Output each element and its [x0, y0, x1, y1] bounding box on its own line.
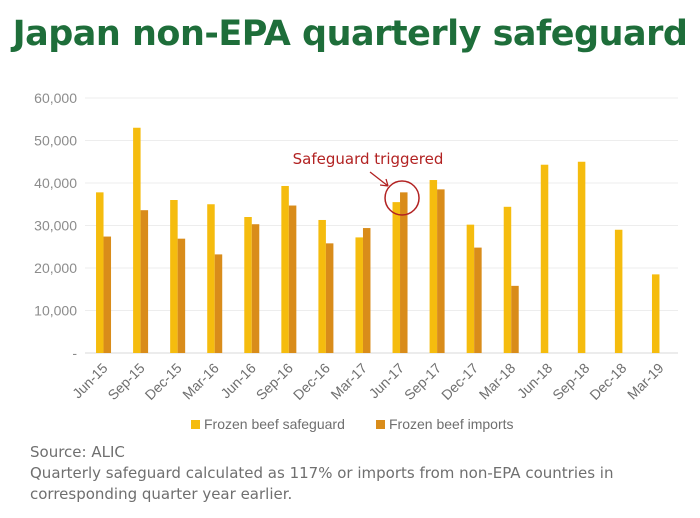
- bar-imports: [103, 236, 112, 353]
- method-note-line-1: Quarterly safeguard calculated as 117% o…: [30, 464, 614, 482]
- legend-label-safeguard: Frozen beef safeguard: [204, 416, 345, 432]
- legend-label-imports: Frozen beef imports: [389, 416, 514, 432]
- bar-imports: [214, 254, 223, 353]
- x-tick-label: Dec-15: [142, 360, 185, 403]
- bar-safeguard: [96, 192, 104, 353]
- bar-safeguard: [207, 204, 215, 353]
- bar-safeguard: [281, 185, 289, 353]
- x-tick-label: Sep-15: [104, 360, 147, 403]
- y-tick-label: -: [72, 345, 77, 361]
- x-tick-label: Dec-16: [290, 360, 333, 403]
- method-note-line-2: corresponding quarter year earlier.: [30, 485, 293, 503]
- x-tick-label: Jun-17: [366, 360, 408, 402]
- x-tick-label: Mar-17: [327, 360, 370, 403]
- bar-safeguard: [503, 206, 512, 353]
- x-tick-label: Mar-18: [476, 360, 519, 403]
- annotation: Safeguard triggered: [293, 150, 444, 216]
- y-axis-labels: - 10,000 20,000 30,000 40,000 50,000 60,000: [34, 90, 77, 361]
- y-tick-label: 40,000: [34, 175, 77, 191]
- bar-imports: [437, 189, 445, 353]
- x-tick-label: Dec-18: [586, 360, 629, 403]
- bar-safeguard: [392, 202, 401, 353]
- bar-safeguard: [429, 180, 438, 353]
- x-tick-label: Sep-18: [549, 360, 592, 403]
- x-tick-label: Dec-17: [438, 360, 481, 403]
- x-tick-label: Jun-15: [69, 360, 111, 402]
- bar-safeguard: [466, 224, 475, 353]
- bar-safeguard: [318, 219, 326, 353]
- bar-chart: - 10,000 20,000 30,000 40,000 50,000 60,000 Ju…: [34, 90, 678, 432]
- bar-imports: [251, 224, 260, 353]
- bar-imports: [177, 238, 186, 353]
- legend: Frozen beef safeguard Frozen beef import…: [191, 416, 514, 432]
- x-tick-label: Mar-19: [624, 360, 667, 403]
- bar-safeguard: [651, 274, 660, 353]
- x-axis-labels: Jun-15Sep-15Dec-15Mar-16Jun-16Sep-16Dec-…: [69, 360, 667, 403]
- bar-imports: [288, 205, 297, 353]
- bars: [96, 127, 660, 353]
- bar-imports: [140, 210, 149, 353]
- chart-title: Japan non-EPA quarterly safeguard: [12, 14, 688, 54]
- bar-safeguard: [540, 164, 549, 353]
- bar-safeguard: [614, 229, 623, 353]
- y-tick-label: 50,000: [34, 133, 77, 149]
- y-tick-label: 20,000: [34, 260, 77, 276]
- bar-safeguard: [355, 237, 363, 353]
- source-note: Source: ALIC: [30, 443, 125, 461]
- bar-imports: [474, 247, 482, 353]
- bar-imports: [400, 192, 408, 353]
- bar-imports: [325, 243, 334, 353]
- annotation-arrow: [369, 171, 389, 187]
- bar-safeguard: [170, 200, 178, 353]
- bar-imports: [362, 228, 371, 353]
- bar-imports: [511, 285, 519, 353]
- annotation-label: Safeguard triggered: [293, 150, 444, 168]
- y-tick-label: 10,000: [34, 303, 77, 319]
- bar-safeguard: [133, 127, 141, 353]
- x-tick-label: Jun-18: [514, 360, 556, 402]
- y-tick-label: 60,000: [34, 90, 77, 106]
- x-tick-label: Sep-16: [253, 360, 296, 403]
- y-tick-label: 30,000: [34, 218, 77, 234]
- x-tick-label: Mar-16: [179, 360, 222, 403]
- annotation-circle: [384, 180, 420, 216]
- x-tick-label: Jun-16: [217, 360, 259, 402]
- x-tick-label: Sep-17: [401, 360, 444, 403]
- bar-safeguard: [244, 217, 252, 353]
- legend-swatch-safeguard: [191, 420, 200, 429]
- bar-safeguard: [577, 161, 586, 353]
- legend-swatch-imports: [376, 420, 385, 429]
